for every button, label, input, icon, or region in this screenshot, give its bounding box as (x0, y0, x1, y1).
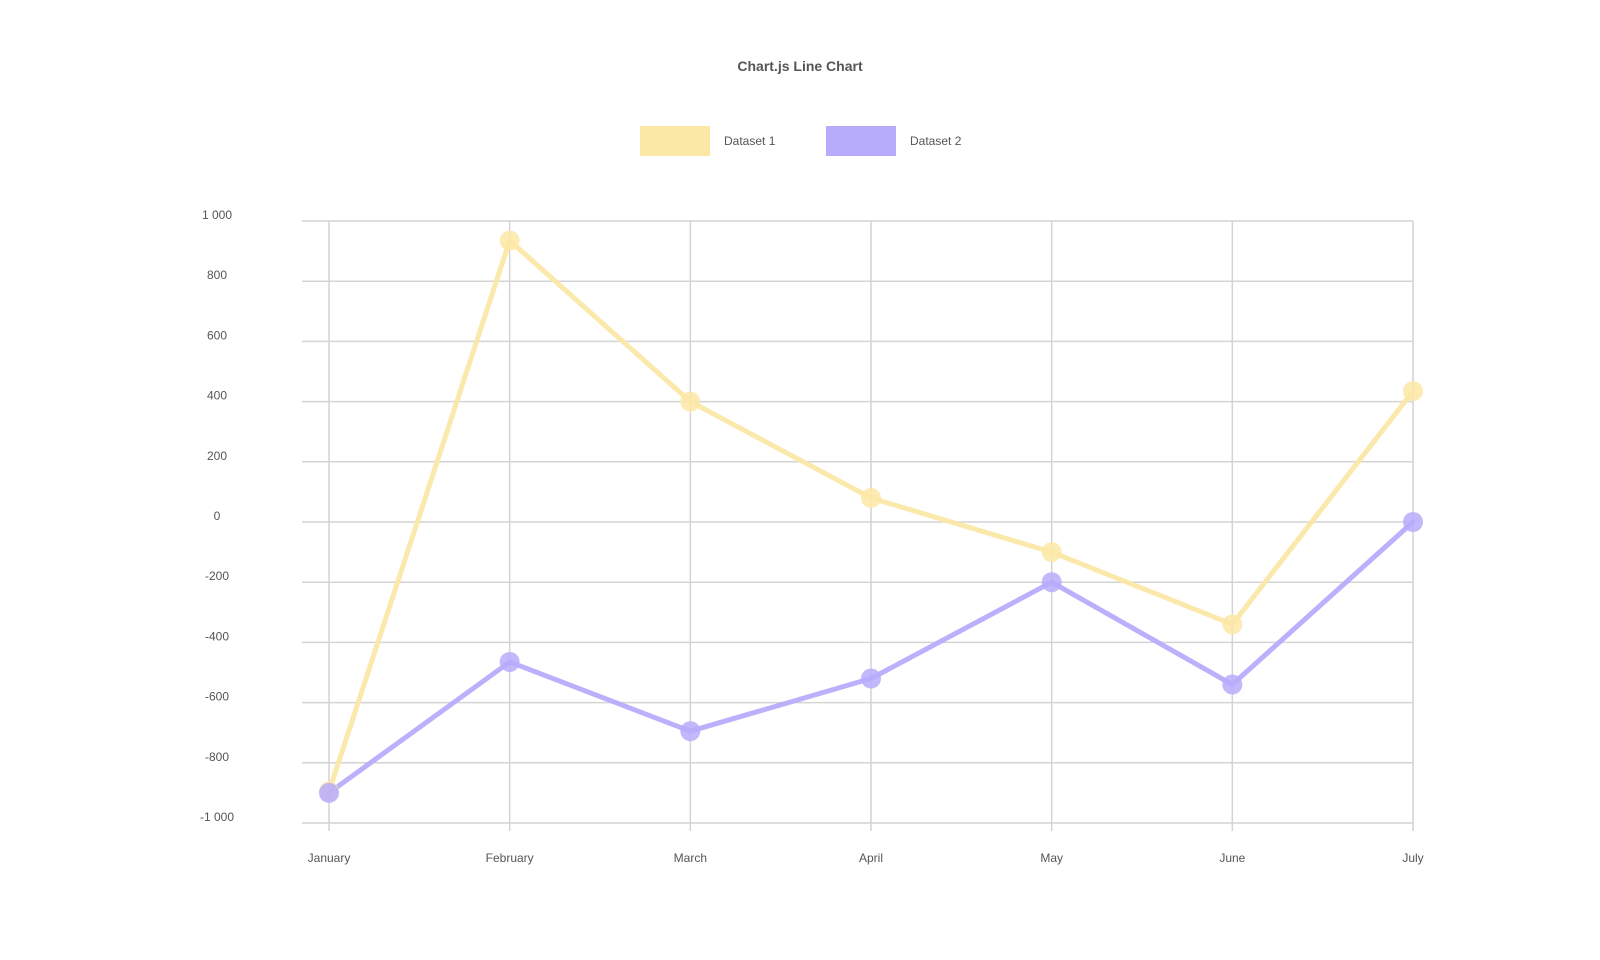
y-tick-label: 800 (207, 268, 227, 282)
x-tick-label: April (859, 851, 883, 865)
x-tick-label: May (1040, 851, 1063, 865)
x-tick-label: July (1402, 851, 1423, 865)
data-point-dataset-2 (1041, 572, 1062, 593)
data-point-dataset-1 (499, 230, 520, 251)
y-tick-label: -1 000 (200, 810, 234, 824)
data-point-dataset-1 (861, 487, 881, 508)
legend-label-dataset-1: Dataset 1 (724, 134, 776, 148)
data-point-dataset-1 (1403, 381, 1423, 402)
data-point-dataset-2 (319, 782, 339, 803)
data-point-dataset-2 (499, 651, 520, 672)
x-tick-label: February (486, 851, 534, 865)
data-point-dataset-2 (861, 668, 881, 689)
data-point-dataset-2 (1222, 674, 1243, 695)
legend-swatch-dataset-2 (826, 126, 896, 156)
chart-title: Chart.js Line Chart (737, 58, 863, 74)
legend-item-dataset-1[interactable]: Dataset 1 (640, 126, 775, 156)
legend-label-dataset-2: Dataset 2 (910, 134, 962, 148)
x-tick-label: January (308, 851, 351, 865)
y-tick-label: 200 (207, 449, 227, 463)
y-tick-label: -400 (205, 629, 229, 643)
legend-item-dataset-2[interactable]: Dataset 2 (826, 126, 961, 156)
y-tick-label: -800 (205, 750, 229, 764)
data-point-dataset-1 (680, 391, 701, 412)
data-point-dataset-1 (1041, 542, 1062, 563)
data-point-dataset-2 (680, 721, 701, 742)
y-tick-label: -600 (205, 690, 229, 704)
y-tick-label: 400 (207, 389, 227, 403)
y-tick-label: 1 000 (202, 208, 232, 222)
data-point-dataset-2 (1403, 512, 1423, 532)
y-tick-label: 0 (214, 509, 221, 523)
x-tick-label: March (674, 851, 707, 865)
y-tick-label: -200 (205, 569, 229, 583)
x-tick-label: June (1219, 851, 1245, 865)
data-point-dataset-1 (1222, 614, 1243, 635)
legend-swatch-dataset-1 (640, 126, 710, 156)
y-tick-label: 600 (207, 328, 227, 342)
